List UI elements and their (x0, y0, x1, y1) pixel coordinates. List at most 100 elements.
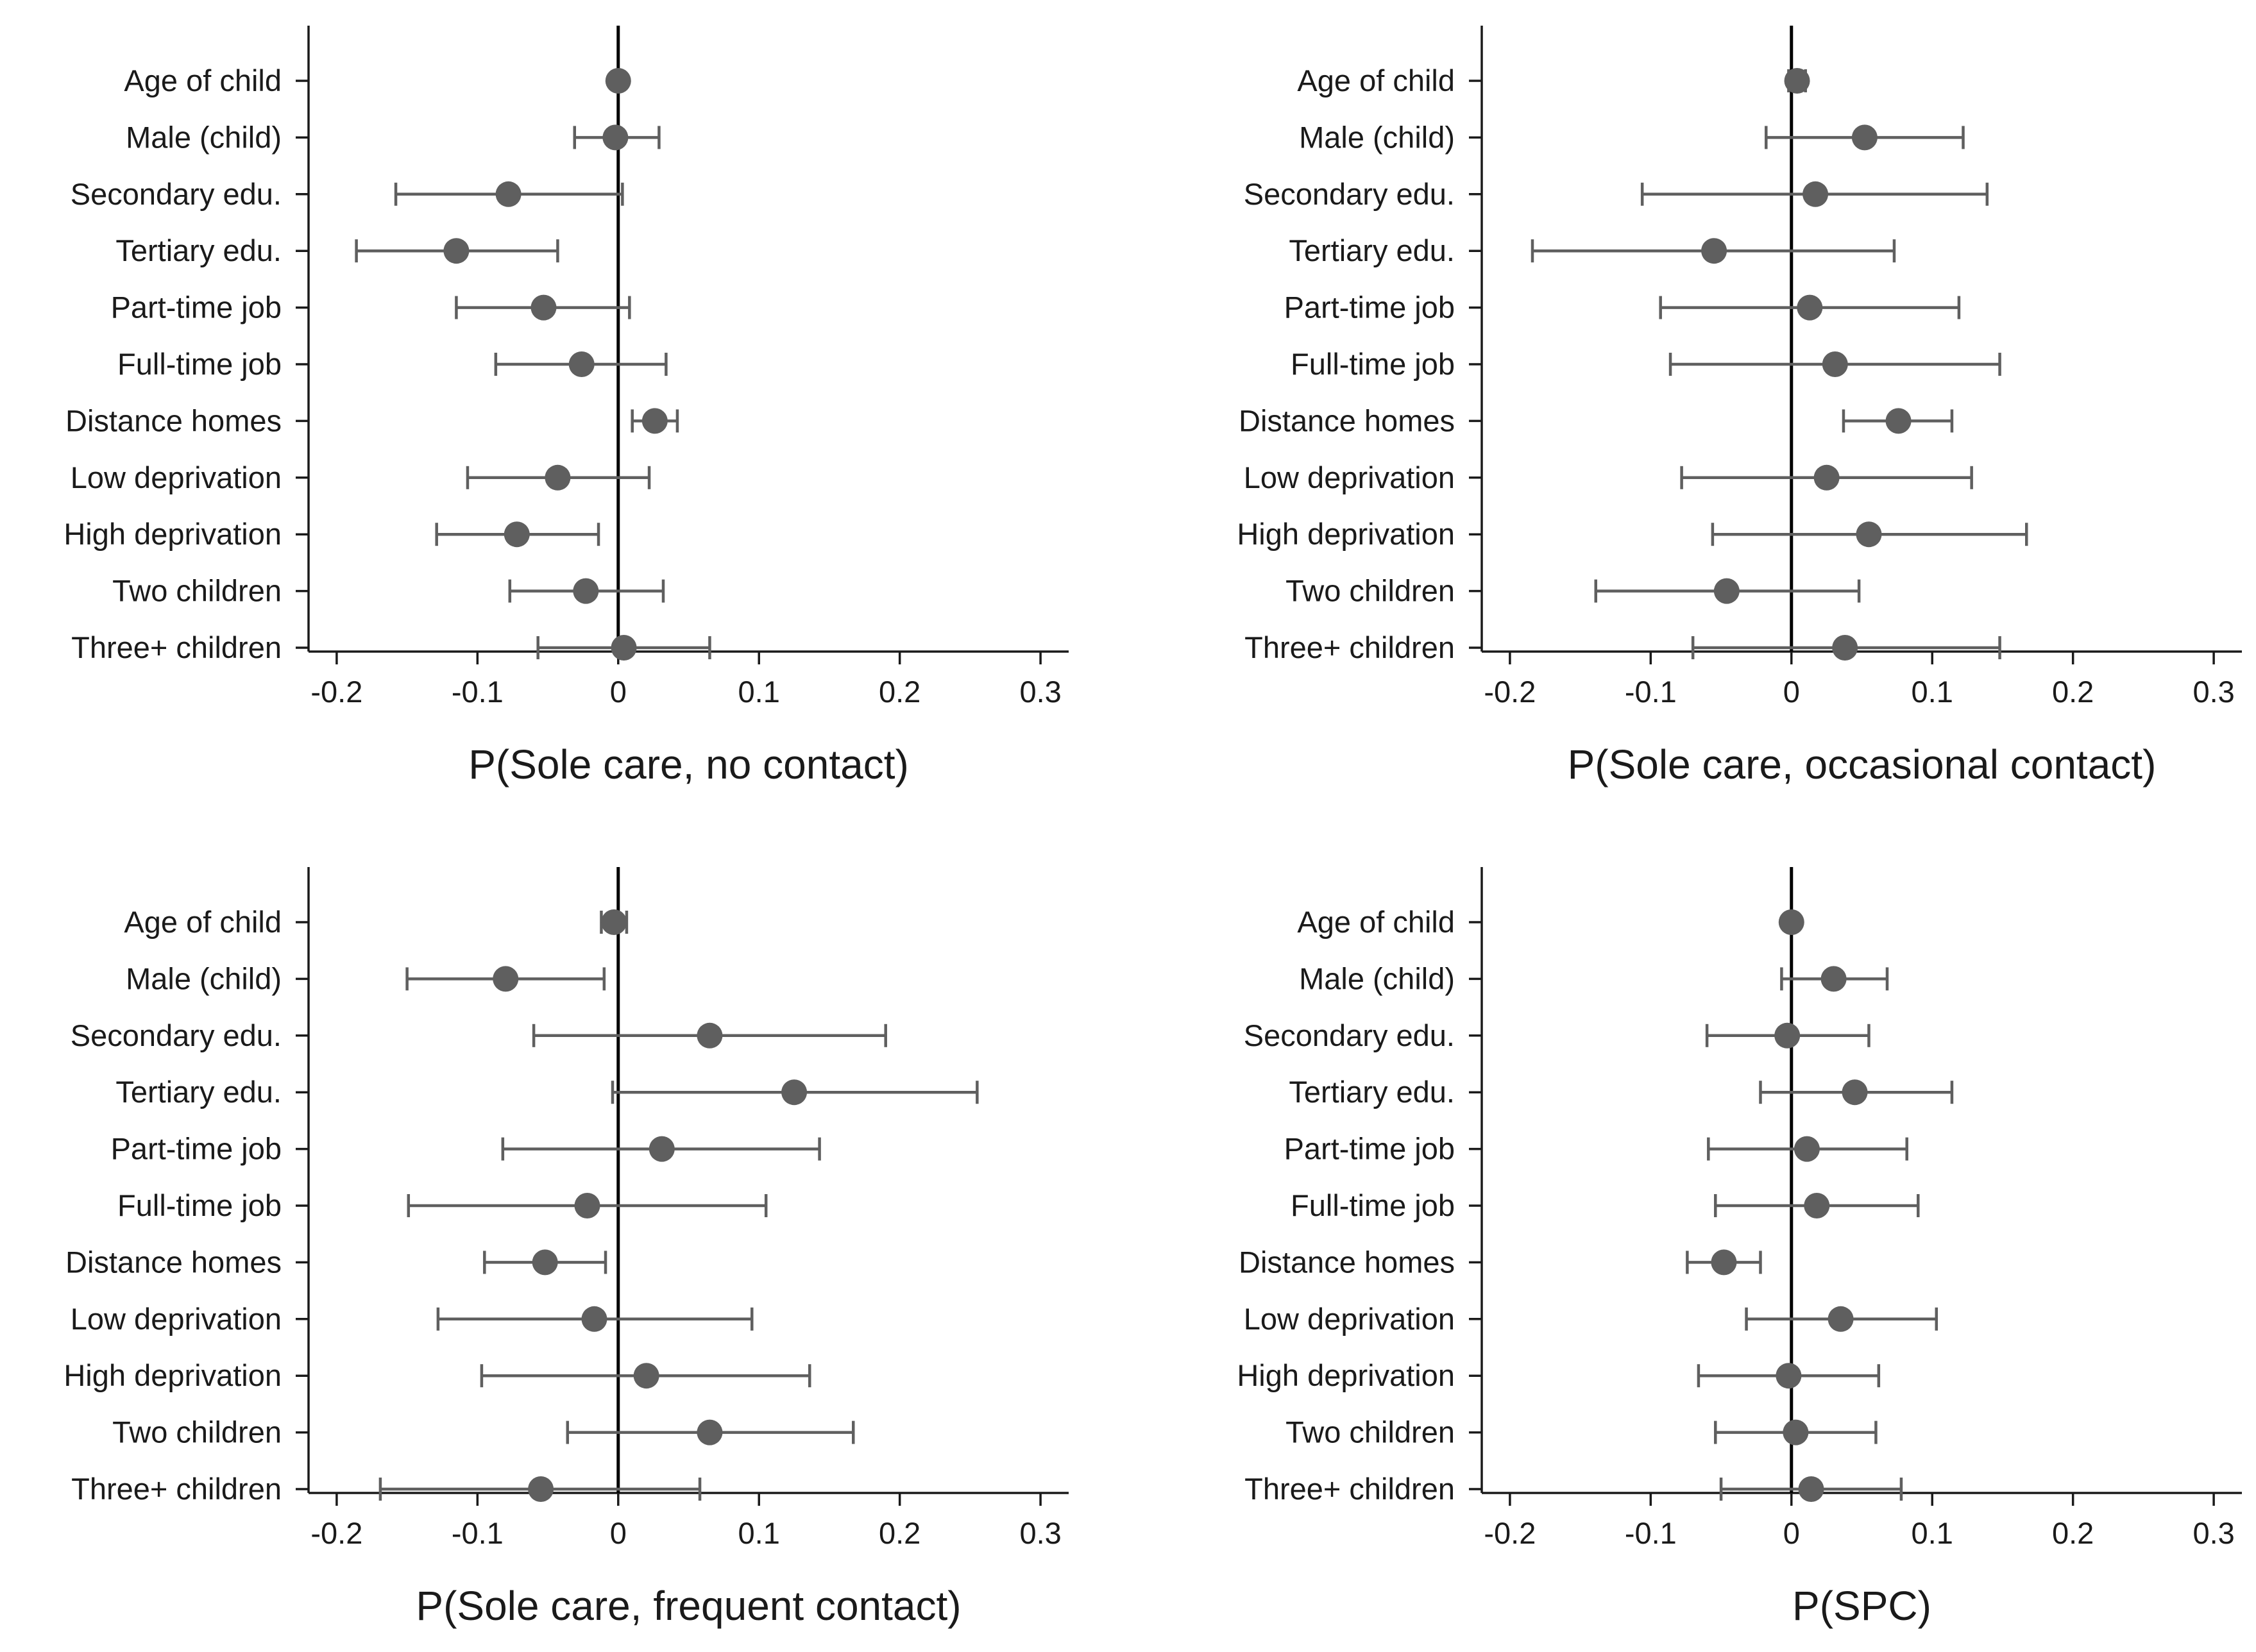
category-label: Low deprivation (1244, 460, 1455, 494)
category-label: Three+ children (1244, 630, 1455, 664)
x-tick-label: 0.1 (738, 1516, 780, 1550)
point-estimate (1856, 521, 1882, 548)
category-label: Part-time job (1284, 291, 1455, 324)
category-label: Three+ children (1244, 1472, 1455, 1506)
point-estimate (1820, 966, 1847, 992)
category-label: High deprivation (1237, 517, 1455, 551)
point-estimate (697, 1022, 723, 1049)
point-estimate (602, 124, 629, 151)
point-estimate (1813, 464, 1840, 491)
point-estimate (1711, 1249, 1737, 1276)
point-estimate (1701, 238, 1727, 264)
point-estimate (1776, 1363, 1802, 1389)
point-estimate (1774, 1022, 1801, 1049)
x-tick-label: 0.2 (2052, 1516, 2094, 1550)
panel-3: -0.2 -0.1 0 0.1 0.2 0.3 P(Sole care, frequent … (64, 867, 1069, 1629)
x-tick-label: 0.3 (2192, 675, 2234, 709)
category-label: Secondary edu. (1244, 1018, 1455, 1052)
point-estimate (605, 68, 631, 94)
panel-1: -0.2 -0.1 0 0.1 0.2 0.3 P(Sole care, no contac… (64, 26, 1069, 788)
category-label: Secondary edu. (1244, 177, 1455, 211)
category-label: Tertiary edu. (115, 233, 282, 267)
x-axis-title: P(Sole care, occasional contact) (1568, 741, 2157, 788)
x-tick-label: 0 (610, 1516, 627, 1550)
x-tick-label: -0.2 (310, 1516, 362, 1550)
point-estimate (1885, 408, 1912, 434)
category-label: Two children (112, 574, 282, 608)
category-label: Three+ children (71, 1472, 282, 1506)
point-estimate (1798, 1476, 1824, 1502)
point-estimate (504, 521, 530, 548)
x-tick-label: 0.1 (1912, 1516, 1953, 1550)
point-estimate (528, 1476, 554, 1502)
category-label: Full-time job (1291, 1188, 1455, 1222)
point-estimate (633, 1363, 659, 1389)
point-estimate (581, 1306, 607, 1332)
category-label: Part-time job (111, 291, 282, 324)
point-estimate (1797, 294, 1823, 321)
point-estimate (443, 238, 470, 264)
point-estimate (574, 1193, 600, 1218)
point-estimate (532, 1249, 558, 1276)
x-tick-label: -0.1 (1625, 1516, 1677, 1550)
category-label: Male (child) (1299, 961, 1455, 995)
point-estimate (1783, 1419, 1809, 1446)
category-label: Age of child (124, 905, 282, 939)
point-estimate (1842, 1079, 1868, 1106)
point-estimate (1713, 578, 1740, 604)
point-estimate (530, 294, 557, 321)
x-tick-label: 0.1 (738, 675, 780, 709)
x-tick-label: -0.1 (452, 1516, 504, 1550)
x-tick-label: -0.1 (1625, 675, 1677, 709)
category-label: Part-time job (1284, 1132, 1455, 1166)
point-estimate (611, 635, 637, 661)
x-tick-label: 0.3 (1019, 675, 1061, 709)
category-label: Male (child) (126, 120, 282, 154)
category-label: Three+ children (71, 630, 282, 664)
category-label: Low deprivation (1244, 1302, 1455, 1336)
category-label: Tertiary edu. (1289, 233, 1455, 267)
category-label: High deprivation (64, 1358, 282, 1392)
point-estimate (1802, 181, 1829, 207)
category-label: High deprivation (64, 517, 282, 551)
x-tick-label: -0.1 (452, 675, 504, 709)
category-label: Secondary edu. (71, 1018, 282, 1052)
x-axis-title: P(SPC) (1792, 1583, 1931, 1629)
point-estimate (568, 351, 595, 377)
category-label: Distance homes (65, 1245, 282, 1279)
point-estimate (601, 909, 627, 935)
point-estimate (1828, 1306, 1854, 1332)
x-tick-label: 0 (1783, 675, 1800, 709)
x-tick-label: 0.3 (1019, 1516, 1061, 1550)
x-tick-label: 0.1 (1912, 675, 1953, 709)
point-estimate (545, 464, 571, 491)
x-tick-label: 0 (610, 675, 627, 709)
x-axis-title: P(Sole care, frequent contact) (416, 1583, 961, 1629)
category-label: Full-time job (117, 1188, 282, 1222)
x-tick-label: 0 (1783, 1516, 1800, 1550)
x-tick-label: 0.2 (879, 675, 920, 709)
point-estimate (493, 966, 519, 992)
point-estimate (1851, 124, 1878, 151)
category-label: Low deprivation (71, 460, 282, 494)
category-label: Age of child (1297, 905, 1455, 939)
category-label: Two children (1285, 1415, 1455, 1449)
point-estimate (1804, 1193, 1830, 1218)
category-label: Two children (112, 1415, 282, 1449)
point-estimate (649, 1136, 675, 1162)
category-label: Distance homes (1239, 403, 1455, 437)
category-label: Tertiary edu. (115, 1075, 282, 1109)
point-estimate (1832, 635, 1858, 661)
x-axis-title: P(Sole care, no contact) (468, 741, 909, 788)
point-estimate (1778, 909, 1804, 935)
x-tick-label: -0.2 (1484, 675, 1536, 709)
x-tick-label: -0.2 (310, 675, 362, 709)
panel-4: -0.2 -0.1 0 0.1 0.2 0.3 P(SPC) Age of child Male… (1237, 867, 2242, 1629)
category-label: Male (child) (126, 961, 282, 995)
category-label: Two children (1285, 574, 1455, 608)
point-estimate (1784, 68, 1810, 94)
category-label: Full-time job (117, 347, 282, 381)
point-estimate (1794, 1136, 1820, 1162)
